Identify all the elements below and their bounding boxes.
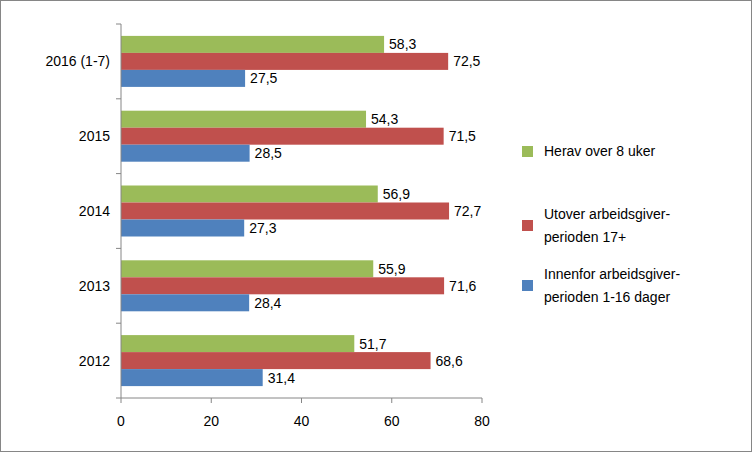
bar (121, 369, 263, 386)
bar (121, 294, 249, 311)
bar (121, 352, 431, 369)
bars (121, 36, 449, 386)
bar (121, 53, 448, 70)
data-label: 28,4 (254, 295, 281, 311)
legend-label: Innenfor arbeidsgiver-perioden 1-16 dage… (544, 266, 681, 305)
chart: 51,7 55,9 56,9 54,3 58,3 68,6 71,6 72,7 71,5 72,5… (0, 0, 752, 452)
x-tick (301, 398, 302, 403)
x-tick-label: 20 (203, 413, 219, 429)
chart-frame (1, 1, 752, 452)
category-label: 2012 (79, 353, 110, 369)
data-label: 27,3 (249, 220, 276, 236)
data-label: 58,3 (389, 36, 416, 52)
data-label: 54,3 (371, 111, 398, 127)
x-tick-label: 60 (384, 413, 400, 429)
bar (121, 111, 366, 128)
data-labels: 51,7 55,9 56,9 54,3 58,3 68,6 71,6 72,7 71,5 72,5… (249, 36, 481, 385)
data-label: 31,4 (268, 370, 295, 386)
bar (121, 335, 354, 352)
category-tick (116, 24, 121, 25)
bar (121, 186, 378, 203)
category-label: 2013 (79, 278, 110, 294)
x-tick-label: 80 (474, 413, 490, 429)
x-tick (121, 398, 122, 403)
x-tick-label: 40 (294, 413, 310, 429)
bar (121, 260, 373, 277)
legend-swatch (522, 280, 533, 291)
category-label: 2016 (1-7) (45, 53, 110, 69)
category-tick (116, 248, 121, 249)
legend-swatch (522, 146, 533, 157)
data-label: 71,5 (449, 128, 476, 144)
x-tick (391, 398, 392, 403)
data-label: 68,6 (436, 353, 463, 369)
category-tick (116, 173, 121, 174)
data-label: 72,5 (453, 53, 480, 69)
category-label: 2015 (79, 128, 110, 144)
bar (121, 277, 444, 294)
legend-swatch (522, 220, 533, 231)
x-tick (211, 398, 212, 403)
data-label: 28,5 (255, 145, 282, 161)
category-tick (116, 398, 121, 399)
data-label: 71,6 (449, 278, 476, 294)
data-label: 27,5 (250, 70, 277, 86)
data-label: 55,9 (378, 261, 405, 277)
data-label: 56,9 (383, 186, 410, 202)
bar (121, 145, 250, 162)
bar (121, 203, 449, 220)
legend-label: Herav over 8 uker (544, 143, 656, 159)
bar (121, 220, 244, 237)
bar (121, 70, 245, 87)
data-label: 72,7 (454, 203, 481, 219)
category-label: 2014 (79, 203, 110, 219)
bar (121, 128, 444, 145)
legend-label: Utover arbeidsgiver-perioden 17+ (544, 206, 670, 245)
x-tick-label: 0 (117, 413, 125, 429)
y-axis-line (121, 24, 122, 398)
data-label: 51,7 (359, 336, 386, 352)
legend: Herav over 8 uker Utover arbeidsgiver-per… (522, 143, 681, 305)
category-tick (116, 323, 121, 324)
x-tick (482, 398, 483, 403)
bar (121, 36, 384, 53)
category-tick (116, 98, 121, 99)
